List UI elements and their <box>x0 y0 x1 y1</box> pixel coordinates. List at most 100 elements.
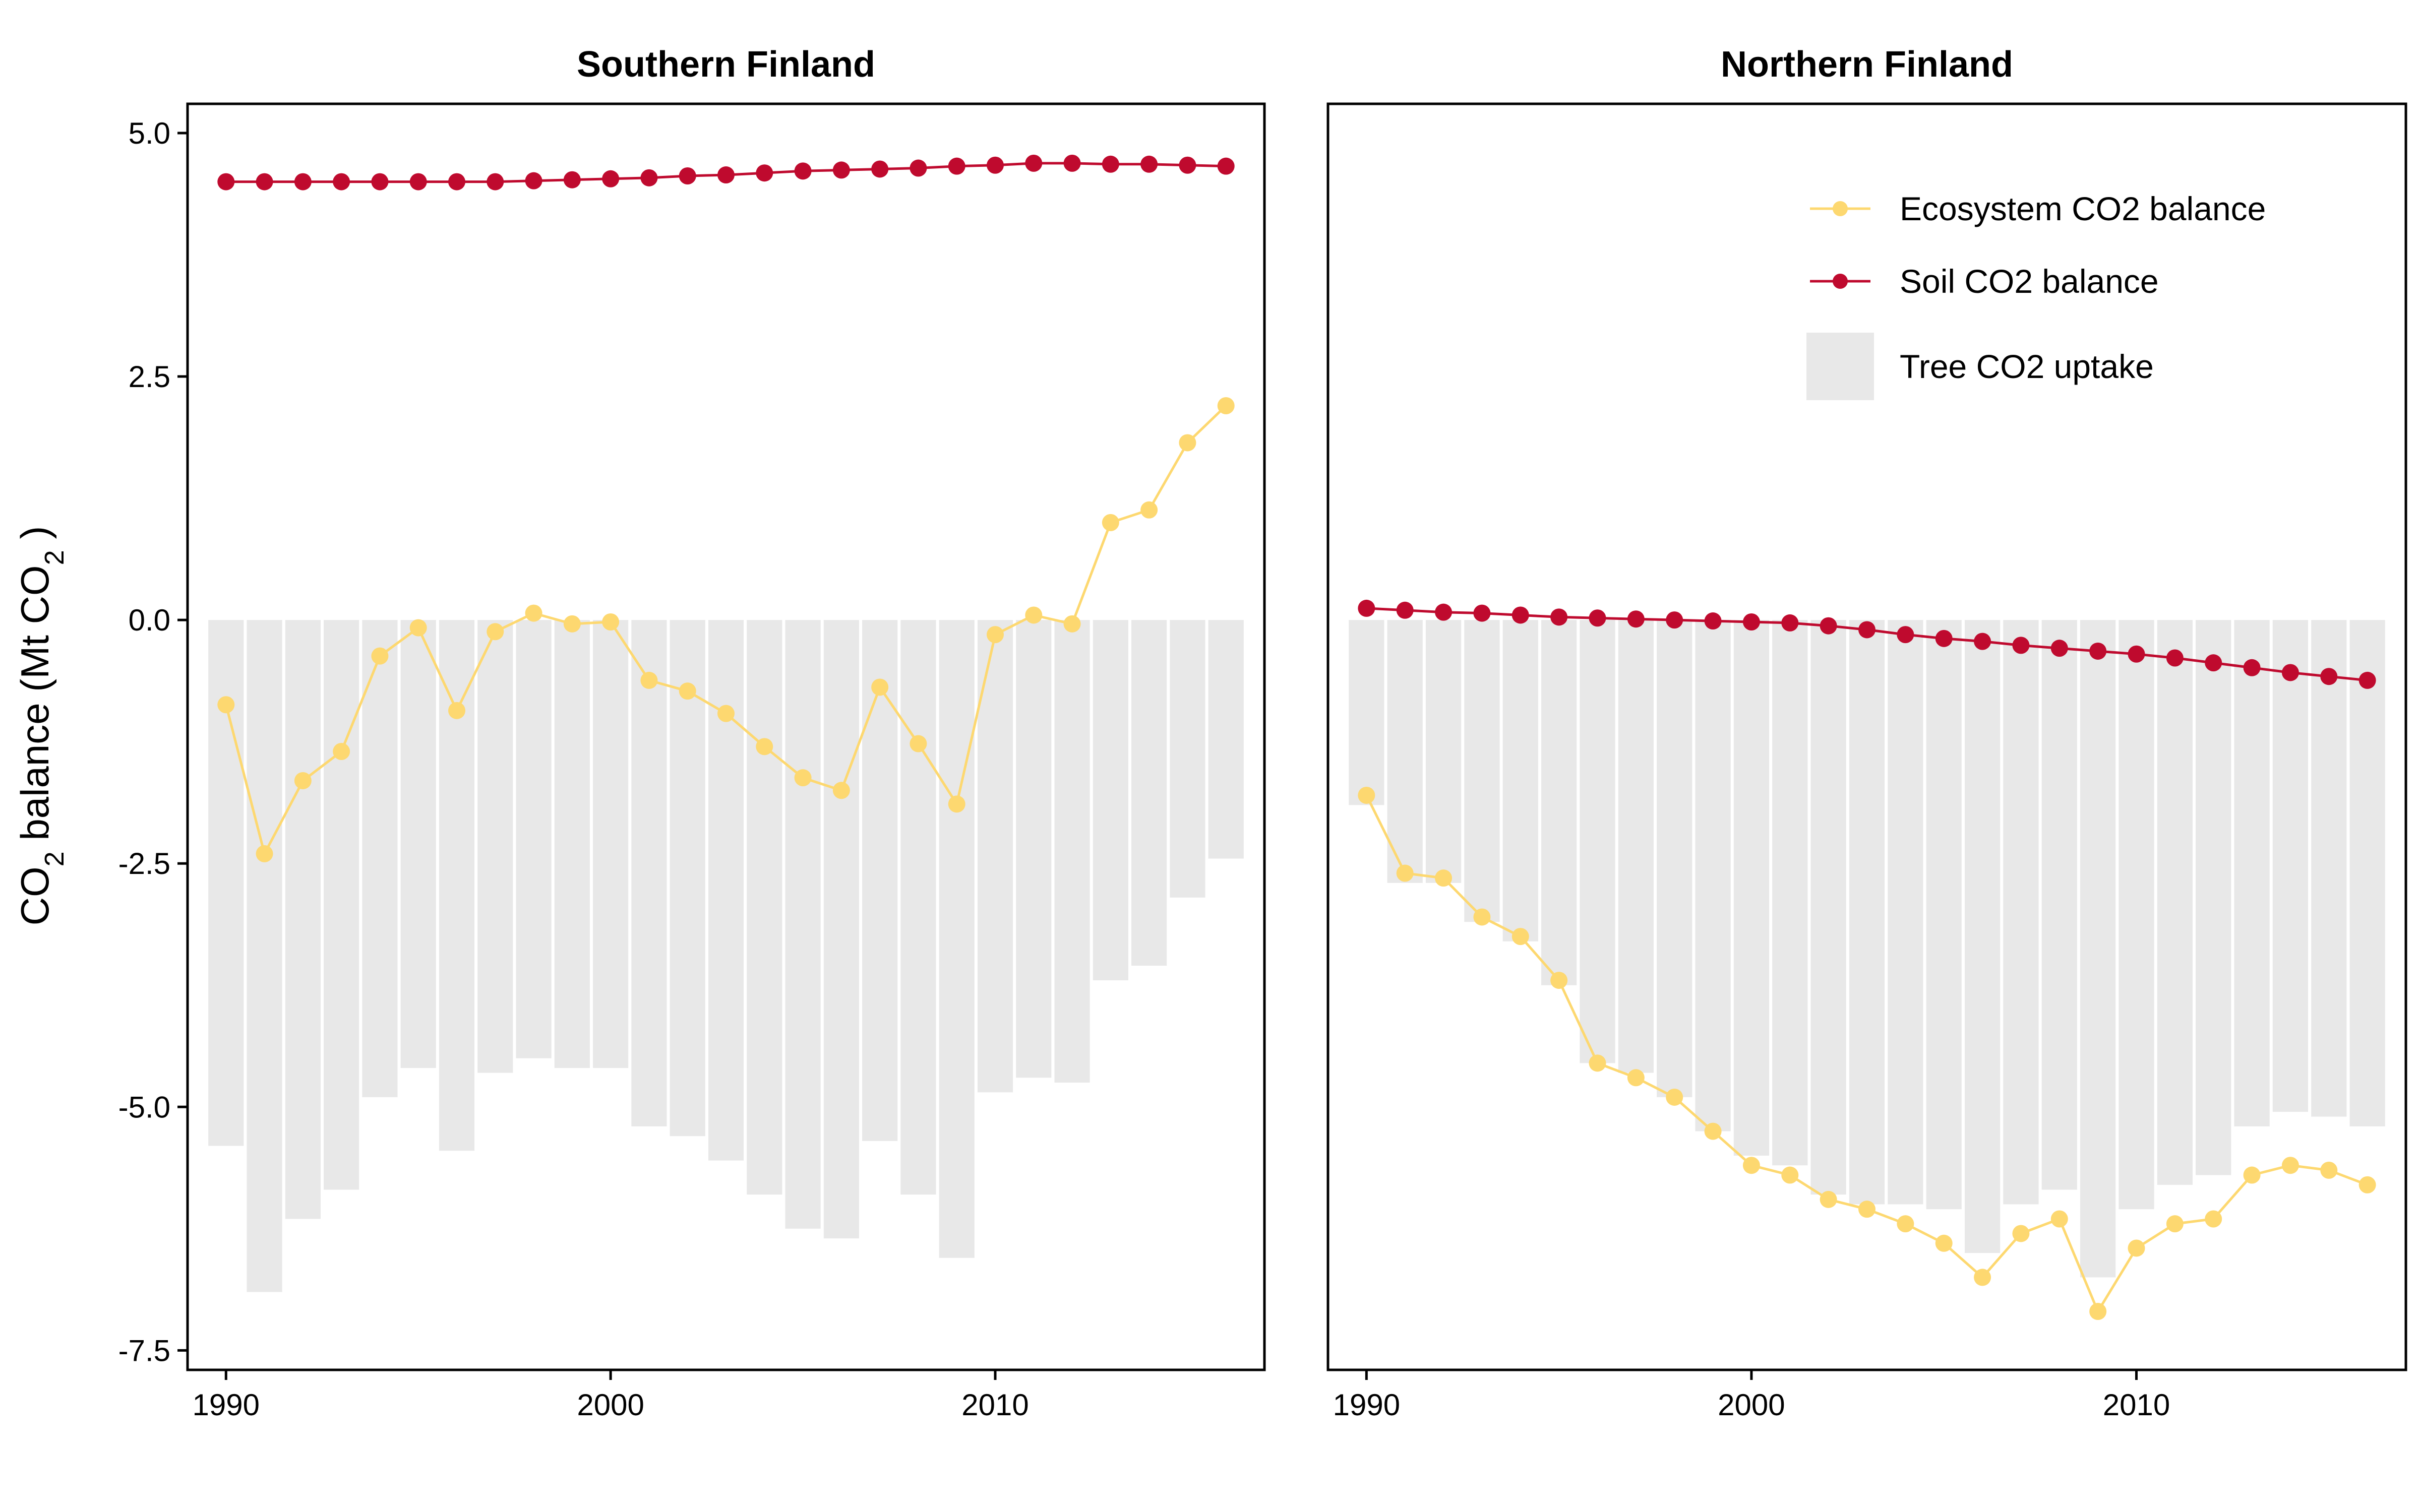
ecosystem-point-southern-finland-2008 <box>910 735 927 752</box>
ecosystem-point-northern-finland-1996 <box>1589 1054 1606 1072</box>
soil-point-northern-finland-2006 <box>1974 633 1991 650</box>
ecosystem-point-southern-finland-1992 <box>294 772 312 789</box>
tree-uptake-bar-southern-finland-2015 <box>1170 620 1205 898</box>
soil-point-southern-finland-2001 <box>640 169 658 186</box>
soil-point-southern-finland-2002 <box>679 167 696 184</box>
ecosystem-point-southern-finland-1999 <box>563 615 581 633</box>
tree-uptake-bar-southern-finland-2003 <box>708 620 744 1161</box>
x-tick-label-northern-finland-2000: 2000 <box>1718 1388 1785 1422</box>
soil-point-northern-finland-2013 <box>2243 659 2261 676</box>
soil-point-northern-finland-1996 <box>1589 609 1606 627</box>
y-tick-label--2.5: -2.5 <box>118 847 170 880</box>
tree-uptake-bar-southern-finland-1993 <box>324 620 359 1190</box>
tree-uptake-bar-northern-finland-2004 <box>1888 620 1923 1205</box>
panel-southern-finland: Southern Finland 1990 2000 2010 -7.5 -5.0 -2.5… <box>118 44 1266 1422</box>
y-axis-title-sub1: 2 <box>39 851 70 866</box>
y-tick-label-5: 5.0 <box>129 116 170 150</box>
ecosystem-point-northern-finland-2008 <box>2050 1210 2068 1228</box>
soil-point-southern-finland-2016 <box>1217 157 1235 175</box>
ecosystem-point-southern-finland-2001 <box>640 671 658 689</box>
tree-uptake-bar-southern-finland-2007 <box>862 620 898 1141</box>
soil-point-northern-finland-1997 <box>1627 610 1645 628</box>
tree-uptake-bar-northern-finland-2009 <box>2080 620 2116 1278</box>
ecosystem-point-northern-finland-2012 <box>2205 1210 2222 1228</box>
ecosystem-point-northern-finland-1998 <box>1666 1088 1683 1106</box>
ecosystem-point-southern-finland-2015 <box>1179 434 1196 452</box>
tree-uptake-bar-northern-finland-1992 <box>1425 620 1462 883</box>
y-tick-label-0: 0.0 <box>129 603 170 637</box>
ecosystem-point-northern-finland-1999 <box>1704 1122 1722 1140</box>
ecosystem-point-southern-finland-2004 <box>756 738 773 755</box>
x-tick-label-southern-finland-2010: 2010 <box>961 1388 1028 1422</box>
tree-uptake-bar-southern-finland-2011 <box>1016 620 1052 1078</box>
soil-point-northern-finland-1994 <box>1511 606 1529 624</box>
soil-point-southern-finland-1996 <box>448 173 465 191</box>
y-axis-title-close: ) <box>13 526 57 550</box>
tree-uptake-bar-northern-finland-1994 <box>1502 620 1538 941</box>
soil-point-northern-finland-1993 <box>1473 604 1491 622</box>
tree-uptake-bar-southern-finland-1994 <box>362 620 398 1097</box>
soil-point-southern-finland-2015 <box>1179 156 1196 174</box>
ecosystem-point-northern-finland-2010 <box>2128 1239 2145 1257</box>
ecosystem-point-southern-finland-2002 <box>679 682 696 700</box>
soil-point-northern-finland-2012 <box>2205 654 2222 672</box>
soil-point-southern-finland-2012 <box>1063 154 1081 172</box>
tree-uptake-bar-southern-finland-2009 <box>939 620 975 1258</box>
ecosystem-point-southern-finland-2003 <box>717 705 735 722</box>
y-tick-label-2.5: 2.5 <box>129 360 170 394</box>
tree-uptake-bar-southern-finland-2005 <box>785 620 821 1229</box>
ecosystem-point-northern-finland-2013 <box>2243 1166 2261 1184</box>
soil-point-southern-finland-2014 <box>1140 155 1158 173</box>
tree-uptake-bar-northern-finland-1995 <box>1541 620 1577 985</box>
soil-point-southern-finland-1994 <box>371 173 389 191</box>
soil-point-southern-finland-2006 <box>832 161 850 179</box>
soil-point-northern-finland-2015 <box>2320 668 2338 685</box>
soil-point-northern-finland-2001 <box>1781 614 1799 632</box>
tree-uptake-bar-southern-finland-2008 <box>900 620 936 1195</box>
panel-title-northern-finland: Northern Finland <box>1721 44 2013 85</box>
ecosystem-point-southern-finland-2016 <box>1217 397 1235 415</box>
soil-point-southern-finland-1992 <box>294 173 312 191</box>
soil-point-northern-finland-2011 <box>2166 649 2184 667</box>
tree-uptake-bar-southern-finland-1992 <box>285 620 321 1219</box>
tree-uptake-bar-northern-finland-2000 <box>1733 620 1770 1156</box>
y-axis-title-balance: balance (Mt CO <box>13 565 57 851</box>
ecosystem-point-southern-finland-2005 <box>794 769 812 787</box>
ecosystem-point-northern-finland-2007 <box>2012 1225 2030 1242</box>
tree-uptake-bar-northern-finland-2011 <box>2157 620 2193 1185</box>
ecosystem-point-northern-finland-2009 <box>2089 1303 2107 1320</box>
soil-point-southern-finland-2010 <box>987 156 1004 174</box>
soil-point-northern-finland-2004 <box>1897 626 1914 644</box>
soil-point-northern-finland-2014 <box>2281 664 2299 681</box>
soil-point-southern-finland-2000 <box>602 170 620 187</box>
soil-point-southern-finland-1995 <box>409 173 427 191</box>
soil-point-northern-finland-2010 <box>2128 645 2145 663</box>
soil-point-northern-finland-2007 <box>2012 637 2030 654</box>
ecosystem-point-northern-finland-2005 <box>1935 1234 1953 1252</box>
tree-uptake-bar-southern-finland-2013 <box>1093 620 1128 981</box>
ecosystem-point-southern-finland-2000 <box>602 613 620 631</box>
ecosystem-point-northern-finland-2001 <box>1781 1166 1799 1184</box>
tree-uptake-bar-southern-finland-1995 <box>400 620 436 1068</box>
ecosystem-point-southern-finland-1997 <box>487 623 504 641</box>
tree-uptake-bar-northern-finland-2014 <box>2272 620 2309 1112</box>
soil-point-southern-finland-2008 <box>910 159 927 177</box>
ecosystem-point-northern-finland-1991 <box>1396 864 1414 882</box>
ecosystem-point-northern-finland-1994 <box>1511 928 1529 946</box>
x-tick-label-southern-finland-2000: 2000 <box>577 1388 644 1422</box>
tree-uptake-bar-southern-finland-2010 <box>977 620 1013 1093</box>
tree-uptake-bar-southern-finland-2001 <box>631 620 667 1126</box>
tree-uptake-bar-southern-finland-1991 <box>247 620 282 1292</box>
tree-uptake-bar-northern-finland-2007 <box>2003 620 2039 1205</box>
tree-uptake-bar-northern-finland-2012 <box>2196 620 2231 1175</box>
x-tick-label-southern-finland-1990: 1990 <box>193 1388 260 1422</box>
tree-uptake-bar-northern-finland-2008 <box>2041 620 2077 1190</box>
soil-point-southern-finland-2013 <box>1102 155 1119 173</box>
panels: Southern Finland 1990 2000 2010 -7.5 -5.0 -2.5… <box>118 44 2407 1422</box>
ecosystem-point-northern-finland-2015 <box>2320 1161 2338 1179</box>
panel-northern-finland: Northern Finland 1990 2000 2010 <box>1326 44 2407 1422</box>
tree-uptake-bar-southern-finland-2002 <box>670 620 705 1137</box>
tree-uptake-bar-southern-finland-2012 <box>1054 620 1090 1083</box>
tree-uptake-bar-northern-finland-2006 <box>1964 620 2001 1253</box>
